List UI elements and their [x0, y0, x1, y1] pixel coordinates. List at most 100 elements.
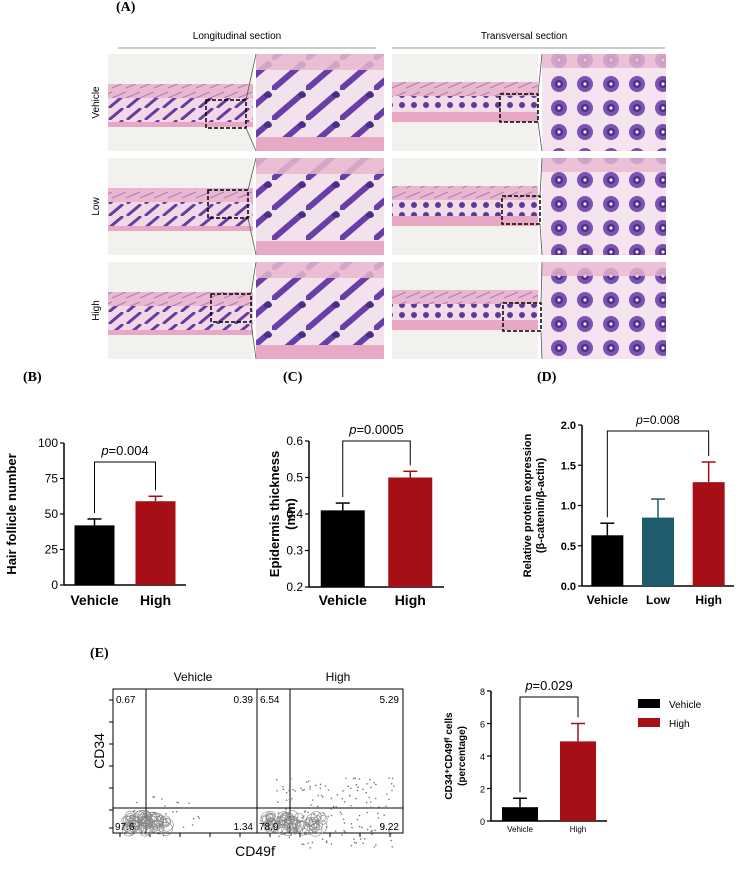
flow-event	[375, 783, 377, 786]
flow-event	[307, 780, 310, 783]
y-tick-label: 2	[480, 785, 485, 795]
flow-event	[277, 801, 279, 803]
flow-event	[330, 797, 333, 800]
flow-event	[391, 846, 394, 848]
zoom-muscle	[256, 241, 384, 255]
flow-event	[355, 842, 358, 844]
x-tick-label-vehicle: Vehicle	[587, 593, 629, 607]
row-label-low: Low	[91, 197, 102, 216]
flow-event	[132, 810, 135, 813]
flow-event	[362, 788, 364, 791]
flow-event	[335, 806, 337, 808]
flow-contour	[262, 815, 270, 824]
flow-event	[288, 789, 290, 792]
connector-line	[537, 53, 543, 95]
flow-event	[343, 829, 345, 832]
flow-contour	[276, 815, 284, 823]
connector-line	[540, 261, 543, 304]
connector-line	[245, 127, 257, 152]
chart-d-protein: (D) 0.0 0.5 1.0 1.5 2.0 Relative protein expre…	[522, 370, 734, 607]
flow-event	[143, 821, 145, 824]
flow-event	[301, 843, 304, 845]
flow-event	[165, 812, 167, 815]
flow-contour	[122, 821, 133, 832]
muscle-band	[108, 226, 253, 231]
flow-plot-frame	[256, 688, 404, 834]
histology-zoom	[542, 54, 666, 151]
legend-swatch-vehicle	[638, 699, 660, 708]
p-value-label: p=0.029	[524, 678, 572, 693]
histology-zoom	[542, 262, 666, 359]
epidermis-band	[108, 188, 253, 202]
flow-event	[303, 811, 306, 813]
flow-event	[378, 806, 380, 808]
flow-contour	[313, 820, 324, 831]
connector-line	[539, 157, 543, 197]
flow-event	[288, 836, 291, 838]
flow-contour	[287, 821, 297, 831]
flow-event	[347, 785, 350, 788]
follicle-band	[108, 98, 253, 122]
y-tick-label: 0.6	[286, 434, 303, 448]
y-tick-label: 75	[45, 472, 59, 486]
flow-event	[294, 790, 296, 792]
histology-zoom	[256, 54, 384, 151]
zoom-box	[501, 195, 541, 225]
flow-event	[285, 828, 288, 831]
y-tick-label: 0.0	[561, 581, 576, 593]
flow-event	[341, 834, 343, 836]
x-tick-label-high: High	[570, 825, 586, 834]
flow-event	[276, 832, 278, 834]
flow-event	[336, 793, 339, 796]
x-tick-label-vehicle: Vehicle	[319, 592, 367, 608]
flow-event	[388, 798, 390, 801]
histology-zoom	[256, 158, 384, 255]
flow-event	[369, 778, 371, 781]
follicle-band	[392, 200, 538, 216]
flow-event	[382, 825, 385, 828]
flow-event	[309, 788, 311, 790]
flow-event	[317, 794, 320, 797]
flow-event	[380, 823, 382, 826]
connector-line	[250, 321, 257, 360]
connector-line	[539, 223, 543, 256]
panel-label-e: (E)	[90, 646, 109, 661]
flow-event	[136, 801, 138, 804]
epidermis-band	[108, 292, 253, 306]
flow-event	[305, 781, 308, 783]
flow-event	[320, 832, 322, 835]
bar-high	[560, 741, 596, 821]
epidermis-band	[392, 186, 538, 200]
flow-event	[385, 793, 388, 795]
zoom-box	[207, 189, 249, 219]
flow-contour	[140, 815, 154, 829]
flow-event	[278, 835, 280, 838]
flow-event	[388, 830, 390, 832]
flow-event	[376, 812, 379, 815]
significance-bracket	[94, 461, 156, 513]
significance-bracket	[606, 430, 710, 518]
flow-event	[290, 834, 292, 836]
flow-event	[370, 786, 372, 789]
connector-line	[250, 261, 257, 295]
follicle-band	[392, 96, 538, 112]
bar-low	[642, 517, 674, 586]
flow-contour	[306, 813, 318, 826]
flow-contour	[131, 819, 145, 834]
flow-event	[309, 785, 311, 788]
row-label-vehicle: Vehicle	[91, 86, 102, 119]
row-label-high: High	[91, 300, 102, 321]
quadrant-ur: 0.39	[234, 695, 254, 706]
y-tick-label: 0.5	[286, 471, 303, 485]
bar-high	[135, 501, 176, 585]
flow-event	[283, 819, 286, 822]
y-tick-label: 1.5	[561, 460, 576, 472]
flow-event	[313, 812, 316, 815]
flow-event	[388, 777, 390, 779]
flow-event	[312, 799, 314, 801]
significance-bracket	[519, 696, 579, 793]
flow-event	[353, 838, 355, 840]
flow-event	[289, 799, 292, 802]
flow-event	[321, 838, 324, 841]
flow-event	[292, 788, 294, 791]
